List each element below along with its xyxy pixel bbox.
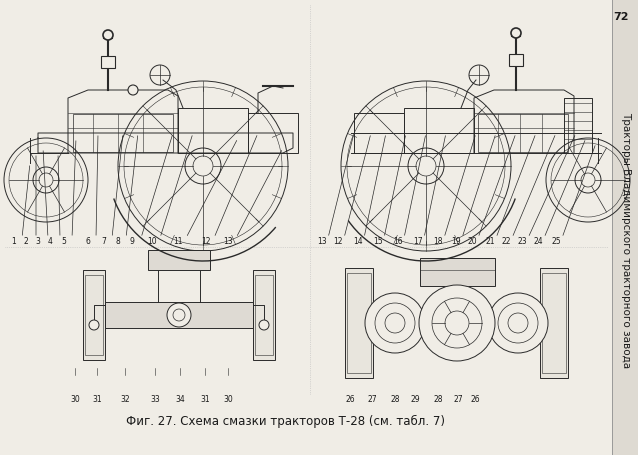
Text: 22: 22	[501, 237, 511, 246]
Text: 72: 72	[613, 12, 629, 22]
Bar	[540, 268, 568, 378]
Text: 23: 23	[517, 237, 527, 246]
Text: 12: 12	[201, 237, 211, 246]
Text: 18: 18	[433, 237, 443, 246]
Circle shape	[419, 285, 495, 361]
Text: 13: 13	[317, 237, 327, 246]
Text: Фиг. 27. Схема смазки тракторов Т-28 (см. табл. 7): Фиг. 27. Схема смазки тракторов Т-28 (см…	[126, 415, 445, 428]
Text: 25: 25	[551, 237, 561, 246]
Bar	[255, 275, 273, 355]
Text: Тракторы Владимирского тракторного завода: Тракторы Владимирского тракторного завод…	[621, 112, 631, 368]
Text: 5: 5	[61, 237, 66, 246]
Text: 13: 13	[223, 237, 233, 246]
Text: 8: 8	[115, 237, 121, 246]
Bar	[248, 113, 298, 153]
Text: 17: 17	[413, 237, 423, 246]
Circle shape	[488, 293, 548, 353]
Text: 28: 28	[390, 395, 400, 404]
Bar	[420, 258, 495, 286]
Text: 15: 15	[373, 237, 383, 246]
Text: 30: 30	[223, 395, 233, 404]
Text: 16: 16	[393, 237, 403, 246]
Text: 12: 12	[333, 237, 343, 246]
Text: 29: 29	[410, 395, 420, 404]
Text: 30: 30	[70, 395, 80, 404]
Bar	[345, 268, 373, 378]
Text: 20: 20	[467, 237, 477, 246]
Text: 1: 1	[11, 237, 17, 246]
Circle shape	[511, 28, 521, 38]
Text: 24: 24	[533, 237, 543, 246]
Text: 14: 14	[353, 237, 363, 246]
Text: 21: 21	[486, 237, 494, 246]
Bar	[612, 0, 638, 455]
Bar	[101, 56, 115, 68]
Circle shape	[128, 85, 138, 95]
Text: 11: 11	[174, 237, 182, 246]
Text: 19: 19	[451, 237, 461, 246]
Circle shape	[365, 293, 425, 353]
Text: 31: 31	[200, 395, 210, 404]
Text: 28: 28	[433, 395, 443, 404]
Text: 33: 33	[150, 395, 160, 404]
Text: 27: 27	[367, 395, 377, 404]
Bar	[178, 108, 248, 153]
Bar	[73, 114, 173, 152]
Bar	[564, 98, 592, 153]
Circle shape	[89, 320, 99, 330]
Text: 31: 31	[92, 395, 102, 404]
Bar	[253, 270, 275, 360]
Bar	[83, 270, 105, 360]
Text: 26: 26	[345, 395, 355, 404]
Text: 9: 9	[130, 237, 135, 246]
Bar	[478, 114, 568, 152]
Bar	[542, 273, 566, 373]
Circle shape	[167, 303, 191, 327]
Bar	[347, 273, 371, 373]
Text: 10: 10	[147, 237, 157, 246]
Text: 7: 7	[101, 237, 107, 246]
Text: 2: 2	[24, 237, 28, 246]
Circle shape	[103, 30, 113, 40]
Text: 32: 32	[120, 395, 130, 404]
Circle shape	[259, 320, 269, 330]
Bar	[148, 250, 210, 270]
Text: 4: 4	[48, 237, 52, 246]
Bar	[85, 275, 103, 355]
Bar	[105, 302, 253, 328]
Text: 3: 3	[36, 237, 40, 246]
Bar	[354, 113, 404, 153]
Text: 6: 6	[85, 237, 91, 246]
Text: 27: 27	[453, 395, 463, 404]
Text: 26: 26	[470, 395, 480, 404]
Bar	[404, 108, 474, 153]
Bar	[509, 54, 523, 66]
Text: 34: 34	[175, 395, 185, 404]
